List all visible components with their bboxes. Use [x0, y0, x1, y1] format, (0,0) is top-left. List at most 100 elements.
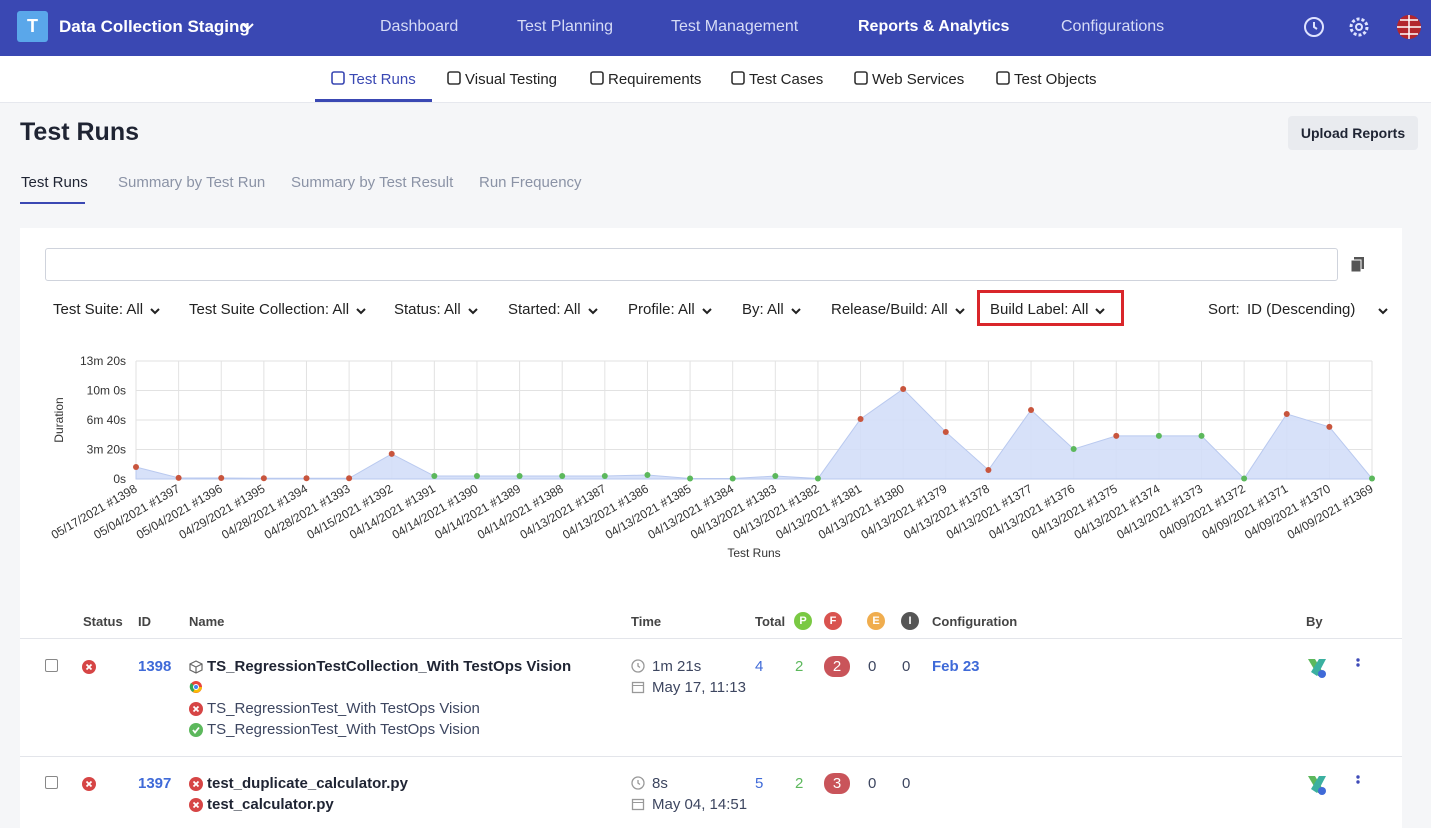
subnav-icon: [996, 71, 1010, 85]
card: Test Suite: All Test Suite Collection: Al…: [20, 228, 1402, 828]
total: 4: [755, 658, 764, 675]
y-tick-label: 10m 0s: [87, 384, 126, 398]
subnav-item[interactable]: Requirements: [608, 71, 702, 88]
nav-item[interactable]: Test Management: [671, 18, 799, 35]
clock-icon: [631, 659, 645, 673]
sub-nav: Test Runs Visual Testing Requirements Test …: [0, 56, 1431, 103]
top-bar: T Data Collection Staging Dashboard Test …: [0, 0, 1431, 56]
filter-dropdown[interactable]: By: All: [742, 301, 784, 318]
point: [644, 472, 651, 479]
y-tick-label: 3m 20s: [87, 443, 126, 457]
incomplete: 0: [902, 775, 911, 792]
divider: [20, 638, 1402, 639]
point: [1155, 432, 1162, 439]
copy-icon[interactable]: [1349, 255, 1367, 273]
page-title: Test Runs: [20, 118, 139, 146]
active-indicator: [315, 99, 432, 102]
point: [729, 475, 736, 482]
chart: Duration Test Runs 0s 3m 20s 6m 40s 10m 0s 1…: [49, 354, 1376, 560]
failed: 2: [824, 656, 850, 677]
row-menu: [1356, 658, 1360, 667]
test-name[interactable]: TS_RegressionTest_With TestOps Vision: [207, 700, 480, 717]
x-axis-label: Test Runs: [727, 546, 780, 560]
point: [260, 475, 267, 482]
subnav-icon: [731, 71, 745, 85]
started: May 17, 11:13: [652, 679, 746, 696]
point: [175, 474, 182, 481]
calendar-icon: [631, 681, 645, 694]
row-menu: [1356, 775, 1360, 784]
checkbox[interactable]: [45, 776, 58, 789]
nav-item[interactable]: Dashboard: [380, 18, 459, 35]
point: [1283, 410, 1290, 417]
test-name[interactable]: test_duplicate_calculator.py: [207, 775, 408, 792]
upload-button[interactable]: Upload Reports: [1288, 116, 1418, 150]
header-badge: I: [901, 612, 919, 630]
point: [218, 474, 225, 481]
user-avatar: [1308, 776, 1326, 795]
configuration[interactable]: Feb 23: [932, 658, 980, 675]
subnav-item[interactable]: Test Runs: [349, 71, 416, 88]
point: [900, 386, 907, 393]
point: [1070, 446, 1077, 453]
point: [1028, 406, 1035, 413]
error: 0: [868, 775, 877, 792]
run-id[interactable]: 1398: [138, 658, 172, 675]
history-icon[interactable]: [1302, 15, 1326, 39]
avatar[interactable]: [1396, 14, 1422, 40]
logo[interactable]: T: [17, 11, 48, 42]
calendar-icon: [631, 798, 645, 811]
chevron: [242, 23, 254, 31]
point: [388, 450, 395, 457]
passed: 2: [795, 658, 804, 675]
run-id[interactable]: 1397: [138, 775, 172, 792]
filter-dropdown[interactable]: Status: All: [394, 301, 461, 318]
table-header: ID: [138, 614, 151, 629]
search-input[interactable]: [45, 248, 1338, 281]
table-header: Configuration: [932, 614, 1018, 629]
filter-dropdown[interactable]: Profile: All: [628, 301, 695, 318]
point: [473, 473, 480, 480]
filter-dropdown[interactable]: Test Suite Collection: All: [189, 301, 350, 318]
tab[interactable]: Summary by Test Result: [291, 174, 454, 191]
filter-dropdown[interactable]: Release/Build: All: [831, 301, 948, 318]
tab[interactable]: Test Runs: [21, 174, 88, 191]
point: [1113, 432, 1120, 439]
incomplete: 0: [902, 658, 911, 675]
failed-icon: [189, 798, 203, 812]
highlight-box: [977, 290, 1124, 326]
sort-value[interactable]: ID (Descending): [1247, 301, 1356, 318]
tab[interactable]: Run Frequency: [479, 174, 582, 191]
checkbox[interactable]: [45, 659, 58, 672]
nav-item[interactable]: Configurations: [1061, 18, 1165, 35]
subnav-item[interactable]: Visual Testing: [465, 71, 558, 88]
subnav-icon: [590, 71, 604, 85]
duration: 1m 21s: [652, 658, 702, 675]
failed: 3: [824, 773, 850, 794]
failed-icon: [82, 777, 96, 791]
failed-icon: [82, 660, 96, 674]
filter-dropdown[interactable]: Started: All: [508, 301, 581, 318]
chevron: [955, 308, 965, 315]
test-name[interactable]: test_calculator.py: [207, 796, 334, 813]
header-badge: E: [867, 612, 885, 630]
test-name[interactable]: TS_RegressionTest_With TestOps Vision: [207, 721, 480, 738]
filter-dropdown[interactable]: Test Suite: All: [53, 301, 144, 318]
point: [687, 475, 694, 482]
settings-icon[interactable]: [1347, 15, 1371, 39]
chevron: [356, 308, 366, 315]
filter-dropdown[interactable]: Build Label: All: [990, 301, 1089, 318]
point: [985, 467, 992, 474]
subnav-item[interactable]: Web Services: [872, 71, 965, 88]
point: [772, 473, 779, 480]
collection-icon: [189, 660, 203, 674]
nav-item[interactable]: Reports & Analytics: [858, 18, 1010, 35]
tab[interactable]: Summary by Test Run: [118, 174, 266, 191]
nav-item[interactable]: Test Planning: [517, 18, 614, 35]
subnav-item[interactable]: Test Objects: [1014, 71, 1097, 88]
subnav-item[interactable]: Test Cases: [749, 71, 824, 88]
project-name[interactable]: Data Collection Staging: [59, 17, 250, 36]
y-tick-label: 0s: [113, 472, 126, 486]
run-title[interactable]: TS_RegressionTestCollection_With TestOps…: [207, 658, 572, 675]
